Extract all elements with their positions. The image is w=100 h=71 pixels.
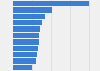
Bar [13, 26, 40, 32]
Bar [13, 14, 45, 19]
Bar [13, 65, 32, 70]
Bar [13, 39, 39, 45]
Bar [13, 33, 40, 38]
Bar [13, 7, 52, 13]
Bar [13, 1, 89, 6]
Bar [13, 20, 42, 25]
Bar [13, 58, 36, 64]
Bar [13, 46, 38, 51]
Bar [13, 52, 37, 57]
